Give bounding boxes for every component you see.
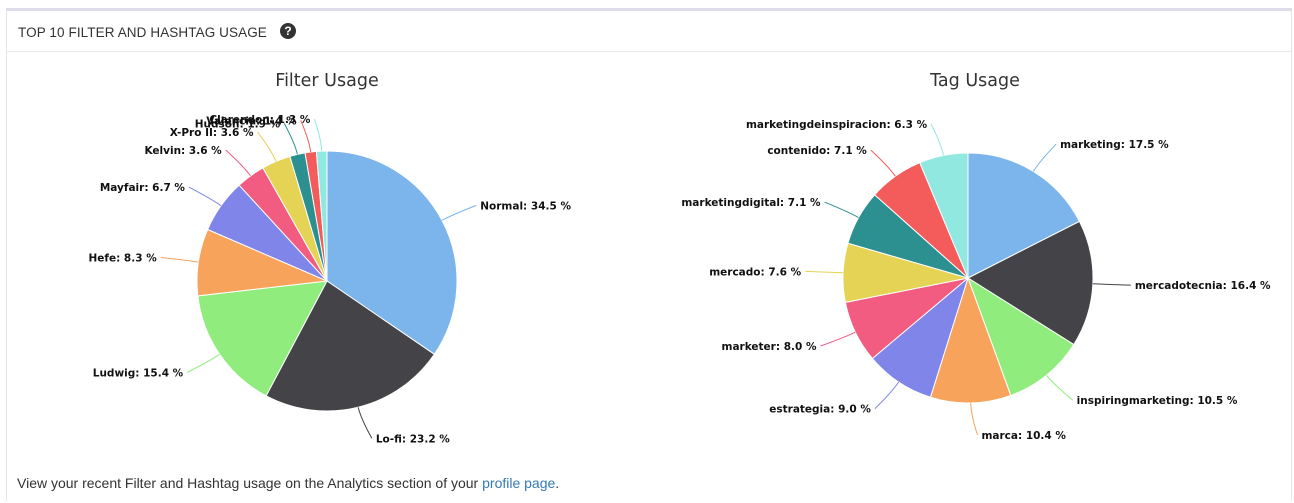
panel-header: TOP 10 FILTER AND HASHTAG USAGE ? bbox=[7, 11, 1291, 52]
tag-connector-contenido bbox=[870, 149, 896, 177]
tag-label-contenido: contenido: 7.1 % bbox=[767, 145, 867, 157]
filter-label-valencia: Valencia: 1.4 % bbox=[206, 115, 297, 127]
filter-chart-title: Filter Usage bbox=[275, 71, 378, 91]
tag-label-marca: marca: 10.4 % bbox=[981, 430, 1066, 442]
filter-connector-hudson bbox=[283, 123, 298, 155]
tag-connector-marketingdeinspiracion bbox=[930, 123, 944, 156]
filter-connector-x-pro-ii bbox=[257, 131, 277, 162]
filter-label-kelvin: Kelvin: 3.6 % bbox=[144, 145, 222, 157]
panel-title: TOP 10 FILTER AND HASHTAG USAGE bbox=[18, 25, 267, 40]
tag-connector-marca bbox=[970, 402, 978, 436]
filter-connector-kelvin bbox=[225, 149, 251, 177]
help-icon[interactable]: ? bbox=[280, 23, 296, 39]
filter-label-lo-fi: Lo-fi: 23.2 % bbox=[376, 433, 450, 445]
tag-label-estrategia: estrategia: 9.0 % bbox=[769, 404, 871, 416]
tag-connector-marketingdigital bbox=[824, 201, 859, 218]
tag-connector-marketing bbox=[1032, 143, 1057, 172]
profile-page-link[interactable]: profile page bbox=[482, 475, 556, 491]
tag-connector-mercadotecnia bbox=[1092, 283, 1131, 286]
filter-connector-valencia bbox=[300, 120, 312, 153]
filter-connector-clarendon bbox=[313, 118, 323, 152]
tag-slice-marketing[interactable] bbox=[967, 152, 1081, 279]
tag-label-mercadotecnia: mercadotecnia: 16.4 % bbox=[1135, 280, 1271, 292]
footer-suffix: . bbox=[555, 475, 560, 491]
filter-label-x-pro-ii: X-Pro II: 3.6 % bbox=[170, 127, 254, 139]
tag-chart-title: Tag Usage bbox=[929, 71, 1020, 91]
tag-label-mercado: mercado: 7.6 % bbox=[709, 266, 801, 278]
tag-connector-estrategia bbox=[874, 381, 900, 409]
filter-label-hefe: Hefe: 8.3 % bbox=[88, 252, 157, 264]
tag-pie: Tag Usage marketing: 17.5 % mercadotecnia:… bbox=[681, 71, 1271, 442]
tag-connector-inspiringmarketing bbox=[1046, 374, 1073, 401]
footer-text: View your recent Filter and Hashtag usag… bbox=[17, 475, 559, 491]
pie-charts: Filter Usage Normal: 34.5 % Lo-fi: 23.2 % L… bbox=[88, 71, 1271, 445]
tag-label-marketingdeinspiracion: marketingdeinspiracion: 6.3 % bbox=[746, 119, 928, 131]
filter-connector-ludwig bbox=[186, 353, 220, 373]
tag-connector-mercado bbox=[805, 270, 844, 274]
tag-connector-marketer bbox=[820, 331, 856, 347]
tag-slice-marca[interactable] bbox=[929, 276, 1012, 404]
tag-slice-inspiringmarketing[interactable] bbox=[967, 276, 1075, 397]
filter-label-mayfair: Mayfair: 6.7 % bbox=[100, 182, 186, 194]
filter-connector-normal bbox=[441, 204, 477, 221]
tag-label-marketingdigital: marketingdigital: 7.1 % bbox=[681, 197, 821, 209]
filter-label-ludwig: Ludwig: 15.4 % bbox=[93, 367, 184, 379]
filter-pie: Filter Usage Normal: 34.5 % Lo-fi: 23.2 % L… bbox=[88, 71, 571, 445]
footer-message: View your recent Filter and Hashtag usag… bbox=[17, 475, 483, 491]
tag-label-inspiringmarketing: inspiringmarketing: 10.5 % bbox=[1077, 395, 1238, 407]
filter-connector-lo-fi bbox=[357, 407, 373, 439]
filter-connector-mayfair bbox=[188, 186, 222, 207]
filter-connector-hefe bbox=[160, 256, 199, 263]
tag-label-marketing: marketing: 17.5 % bbox=[1060, 139, 1169, 151]
filter-label-hudson: Hudson: 1.9 % bbox=[195, 118, 281, 130]
filter-label-clarendon: Clarendon: 1.3 % bbox=[209, 114, 310, 126]
filter-label-normal: Normal: 34.5 % bbox=[480, 200, 571, 212]
tag-label-marketer: marketer: 8.0 % bbox=[722, 341, 817, 353]
